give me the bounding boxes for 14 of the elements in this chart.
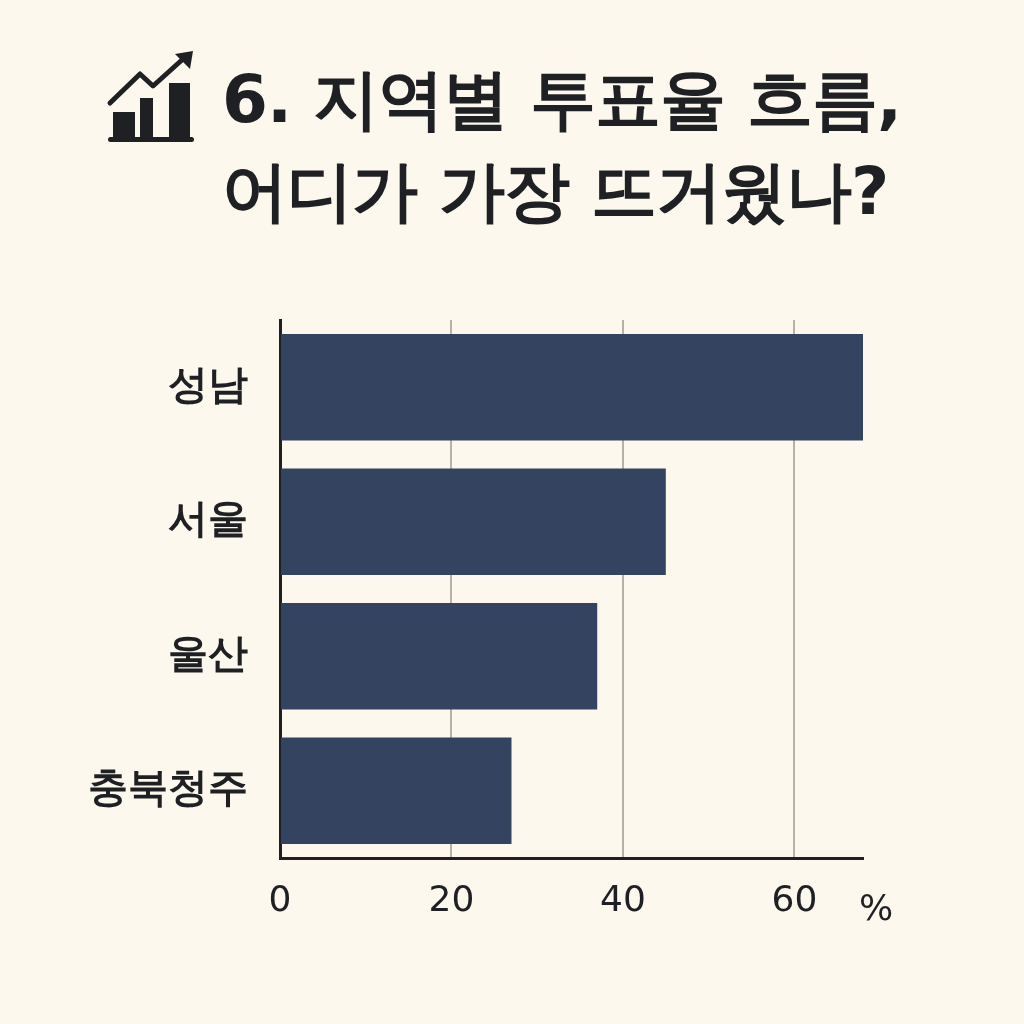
y-tick-label: 울산 xyxy=(168,629,248,676)
y-tick-label: 서울 xyxy=(168,495,248,542)
y-tick-label: 충북청주 xyxy=(88,764,248,811)
bar xyxy=(281,603,598,710)
x-tick-label: 20 xyxy=(428,877,475,919)
x-tick-label: 40 xyxy=(600,877,646,919)
y-tick-label: 성남 xyxy=(168,360,248,407)
chart-title: 6. 지역별 투표율 흐름, 어디가 가장 뜨거웠나? xyxy=(222,60,902,232)
x-tick-label: 60 xyxy=(771,877,818,919)
bar xyxy=(281,334,863,441)
bar xyxy=(281,737,512,844)
bar xyxy=(281,468,666,575)
x-axis-title: % xyxy=(859,887,894,928)
x-tick-label: 0 xyxy=(268,877,292,919)
